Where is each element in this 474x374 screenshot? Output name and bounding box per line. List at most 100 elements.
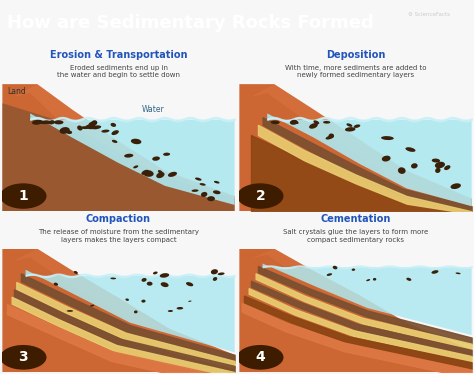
Ellipse shape xyxy=(66,131,72,134)
Ellipse shape xyxy=(354,125,360,128)
Ellipse shape xyxy=(90,305,94,307)
Ellipse shape xyxy=(32,120,43,125)
Text: 4: 4 xyxy=(255,350,265,364)
Ellipse shape xyxy=(326,135,334,140)
Text: Compaction: Compaction xyxy=(86,214,151,224)
Polygon shape xyxy=(239,84,472,211)
Text: Land: Land xyxy=(7,87,26,96)
Text: 2: 2 xyxy=(255,189,265,203)
Text: How are Sedimentary Rocks Formed: How are Sedimentary Rocks Formed xyxy=(7,14,374,33)
Polygon shape xyxy=(2,103,235,211)
Ellipse shape xyxy=(153,272,158,275)
Ellipse shape xyxy=(141,300,146,303)
Ellipse shape xyxy=(88,121,97,127)
Polygon shape xyxy=(239,249,472,372)
Text: ⚙ ScienceFacts: ⚙ ScienceFacts xyxy=(408,12,450,17)
Ellipse shape xyxy=(444,165,450,170)
Ellipse shape xyxy=(213,190,220,194)
Polygon shape xyxy=(14,84,160,178)
Ellipse shape xyxy=(156,172,164,178)
Ellipse shape xyxy=(110,123,116,127)
Text: The release of moisture from the sedimentary
layers makes the layers compact: The release of moisture from the sedimen… xyxy=(38,229,199,243)
Ellipse shape xyxy=(38,121,42,124)
Ellipse shape xyxy=(60,127,70,134)
Ellipse shape xyxy=(133,165,138,168)
Ellipse shape xyxy=(147,282,153,286)
Ellipse shape xyxy=(211,269,218,275)
Ellipse shape xyxy=(271,120,280,124)
Ellipse shape xyxy=(213,277,217,281)
Ellipse shape xyxy=(406,278,411,281)
Ellipse shape xyxy=(163,153,170,156)
Text: Deposition: Deposition xyxy=(326,50,385,60)
Ellipse shape xyxy=(91,125,101,129)
Ellipse shape xyxy=(432,159,440,163)
Circle shape xyxy=(0,345,46,370)
Text: 1: 1 xyxy=(18,189,28,203)
Ellipse shape xyxy=(177,307,183,310)
Ellipse shape xyxy=(126,298,129,301)
Ellipse shape xyxy=(373,278,376,280)
Ellipse shape xyxy=(435,162,445,168)
Polygon shape xyxy=(26,270,235,352)
Polygon shape xyxy=(267,113,472,206)
Ellipse shape xyxy=(294,120,299,124)
Ellipse shape xyxy=(124,154,133,157)
Ellipse shape xyxy=(168,172,177,177)
Ellipse shape xyxy=(398,167,406,174)
Polygon shape xyxy=(2,84,235,211)
Ellipse shape xyxy=(435,168,440,173)
Ellipse shape xyxy=(160,273,169,278)
Polygon shape xyxy=(263,264,472,335)
Ellipse shape xyxy=(44,120,54,124)
Ellipse shape xyxy=(134,310,137,313)
Ellipse shape xyxy=(112,140,118,143)
Text: Water: Water xyxy=(142,105,164,114)
Ellipse shape xyxy=(382,156,391,162)
Circle shape xyxy=(237,183,283,209)
Ellipse shape xyxy=(411,163,418,169)
Circle shape xyxy=(237,345,283,370)
Polygon shape xyxy=(251,249,402,330)
Ellipse shape xyxy=(290,120,298,125)
Ellipse shape xyxy=(110,278,116,279)
Ellipse shape xyxy=(111,130,119,135)
Ellipse shape xyxy=(218,272,225,275)
Ellipse shape xyxy=(381,136,394,140)
Ellipse shape xyxy=(327,273,332,276)
Ellipse shape xyxy=(81,126,90,129)
Ellipse shape xyxy=(366,279,370,281)
Ellipse shape xyxy=(158,170,163,174)
Text: Salt crystals glue the layers to form more
compact sedimentary rocks: Salt crystals glue the layers to form mo… xyxy=(283,229,428,243)
Text: With time, more sediments are added to
newly formed sedimentary layers: With time, more sediments are added to n… xyxy=(285,65,426,79)
Ellipse shape xyxy=(101,129,109,133)
Ellipse shape xyxy=(74,271,78,274)
Polygon shape xyxy=(30,113,235,205)
Ellipse shape xyxy=(168,310,173,312)
Ellipse shape xyxy=(188,301,191,302)
Ellipse shape xyxy=(195,178,201,181)
Ellipse shape xyxy=(214,181,219,184)
Polygon shape xyxy=(14,249,165,336)
Polygon shape xyxy=(2,249,235,372)
Ellipse shape xyxy=(207,196,215,201)
Ellipse shape xyxy=(333,266,337,269)
Ellipse shape xyxy=(142,278,146,282)
Ellipse shape xyxy=(40,120,50,124)
Ellipse shape xyxy=(54,283,58,286)
Circle shape xyxy=(0,183,46,209)
Ellipse shape xyxy=(143,170,154,177)
Ellipse shape xyxy=(405,147,416,152)
Ellipse shape xyxy=(200,183,206,186)
Ellipse shape xyxy=(161,282,169,287)
Ellipse shape xyxy=(131,139,141,144)
Ellipse shape xyxy=(456,272,461,274)
Ellipse shape xyxy=(450,183,461,189)
Ellipse shape xyxy=(309,123,318,129)
Ellipse shape xyxy=(92,120,97,125)
Text: 3: 3 xyxy=(18,350,28,364)
Ellipse shape xyxy=(431,270,438,274)
Ellipse shape xyxy=(54,120,64,125)
Ellipse shape xyxy=(323,121,330,124)
Ellipse shape xyxy=(201,192,207,197)
